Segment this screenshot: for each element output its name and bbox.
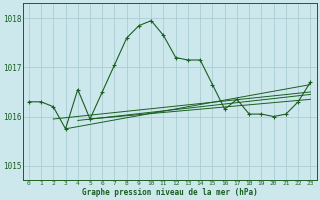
X-axis label: Graphe pression niveau de la mer (hPa): Graphe pression niveau de la mer (hPa) xyxy=(82,188,258,197)
